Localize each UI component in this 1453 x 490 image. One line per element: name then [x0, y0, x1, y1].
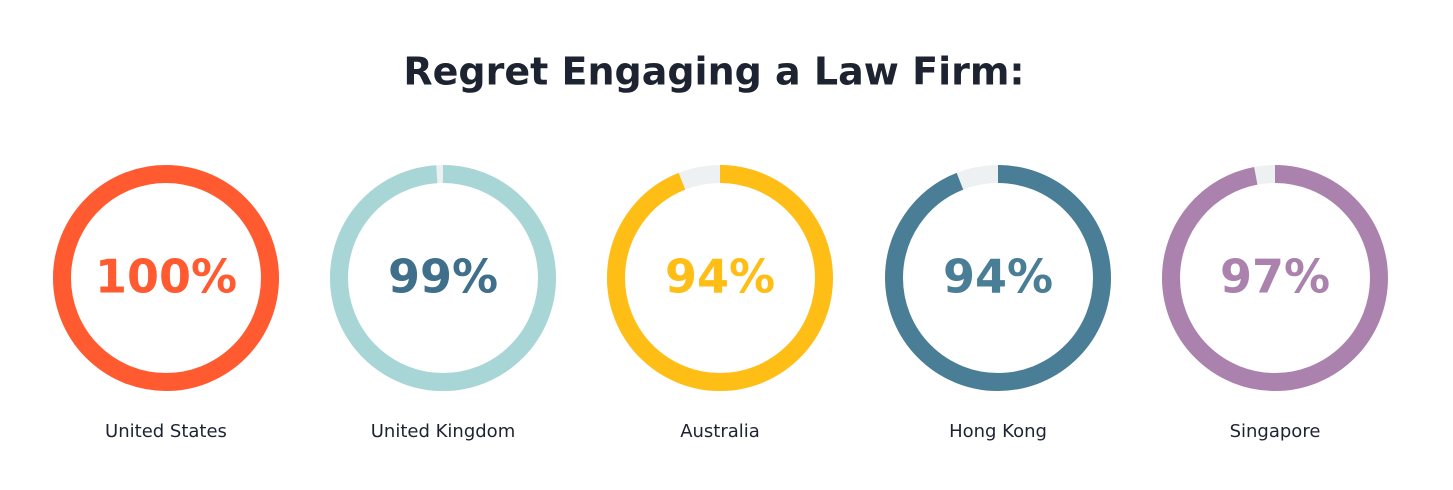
category-label: United Kingdom [371, 421, 515, 442]
gauge-arc [885, 165, 1111, 391]
category-label: Singapore [1230, 421, 1321, 442]
category-label: Hong Kong [949, 421, 1047, 442]
value-label: 97% [1220, 250, 1330, 304]
gauge-arc [1162, 165, 1388, 391]
category-label: Australia [680, 421, 760, 442]
chart-title: Regret Engaging a Law Firm: [403, 50, 1024, 94]
value-label: 100% [95, 250, 237, 304]
gauge-arc [607, 165, 833, 391]
gauge-arc [330, 165, 556, 391]
category-label: United States [105, 421, 227, 442]
gauge-arc [53, 165, 279, 391]
value-label: 94% [943, 250, 1053, 304]
value-label: 94% [665, 250, 775, 304]
value-label: 99% [388, 250, 498, 304]
